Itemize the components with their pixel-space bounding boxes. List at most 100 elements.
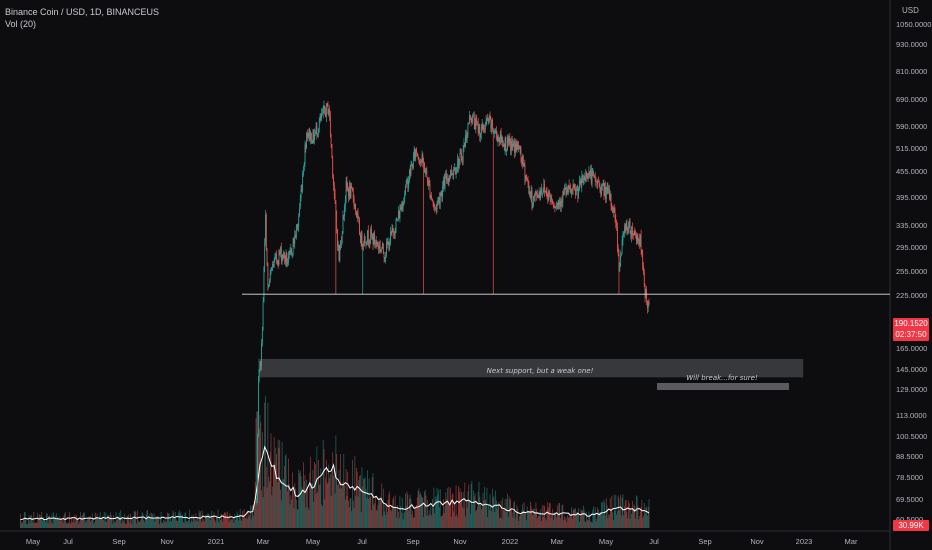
volume-bar — [102, 520, 104, 528]
volume-bar — [628, 500, 629, 528]
volume-bar — [550, 517, 552, 528]
volume-bar — [296, 509, 298, 528]
volume-bar — [61, 519, 63, 528]
time-axis-label: Nov — [453, 537, 467, 546]
volume-bar — [366, 497, 368, 528]
volume-bar — [91, 513, 93, 528]
volume-bar — [415, 508, 417, 528]
candle-body — [525, 175, 527, 180]
volume-bar — [581, 510, 583, 528]
volume-bar — [69, 523, 71, 528]
candle-body — [294, 234, 296, 244]
candle-body — [369, 239, 371, 244]
candle-body — [385, 255, 387, 258]
volume-bar — [499, 517, 501, 528]
candle-body — [381, 248, 383, 250]
volume-bar — [624, 506, 625, 528]
time-axis-label: Sep — [112, 537, 125, 546]
candle-body — [477, 121, 479, 133]
volume-bar — [640, 507, 642, 528]
volume-bar — [60, 520, 62, 528]
volume-bars — [19, 396, 650, 528]
volume-bar — [27, 524, 28, 528]
volume-bar — [269, 481, 270, 528]
candle-body — [306, 132, 308, 138]
volume-bar — [416, 497, 418, 528]
volume-bar — [525, 513, 527, 528]
price-scale-label: 395.0000 — [896, 193, 927, 202]
candle-body — [537, 196, 539, 198]
candle-body — [379, 244, 381, 251]
candle-body — [507, 137, 508, 151]
candle-body — [585, 171, 587, 180]
volume-bar — [248, 516, 250, 528]
candle-body — [560, 200, 562, 207]
volume-bar — [627, 518, 629, 528]
volume-bar — [221, 518, 223, 528]
volume-bar — [446, 488, 448, 528]
time-axis[interactable]: May Jul Sep Nov 2021 Mar May Jul Sep Nov 2022 Mar Ma… — [26, 537, 858, 546]
volume-bar — [140, 520, 141, 528]
volume-bar — [223, 513, 224, 528]
volume-bar — [560, 512, 562, 528]
volume-bar — [167, 512, 168, 528]
volume-bar — [68, 512, 70, 528]
candle-body — [469, 114, 471, 119]
price-scale-label: 810.0000 — [896, 67, 927, 76]
volume-bar — [72, 518, 74, 528]
price-scale[interactable]: 1050.0000 930.0000 810.0000 690.0000 590.000… — [896, 20, 931, 524]
volume-bar — [201, 510, 203, 528]
candle-body — [327, 104, 329, 115]
volume-bar — [552, 519, 554, 528]
volume-bar — [122, 520, 124, 528]
volume-bar — [405, 493, 406, 528]
volume-indicator-label: Vol (20) — [5, 19, 37, 29]
volume-bar — [417, 490, 419, 528]
volume-bar — [355, 495, 357, 528]
candle-body — [613, 208, 614, 213]
volume-bar — [52, 523, 54, 528]
volume-bar — [644, 513, 646, 528]
volume-bar — [253, 516, 255, 528]
volume-bar — [87, 519, 88, 528]
candle-body — [263, 267, 265, 303]
candle-body — [349, 186, 351, 198]
time-axis-label: Nov — [160, 537, 174, 546]
volume-bar — [629, 518, 631, 528]
volume-bar — [153, 513, 155, 528]
candle-body — [338, 244, 340, 261]
candle-body — [360, 234, 362, 243]
candle-body — [351, 186, 353, 188]
volume-bar — [309, 472, 311, 528]
volume-bar — [303, 462, 304, 528]
candle-body — [288, 252, 290, 256]
volume-bar — [486, 487, 488, 528]
volume-bar — [28, 515, 30, 528]
candle-body — [540, 188, 542, 198]
volume-bar — [416, 504, 417, 528]
volume-bar — [105, 512, 107, 528]
volume-bar — [314, 464, 316, 528]
volume-bar — [101, 519, 103, 528]
volume-bar — [142, 513, 144, 528]
candle-body — [612, 206, 614, 213]
candle-body — [394, 232, 396, 235]
volume-bar — [348, 500, 349, 528]
candle-body — [265, 214, 266, 243]
volume-bar — [338, 469, 340, 528]
candle-body — [427, 177, 428, 186]
candle-body — [323, 105, 325, 109]
volume-bar — [463, 508, 465, 528]
candle-body — [320, 116, 322, 118]
volume-bar — [293, 508, 295, 528]
candle-body — [329, 109, 330, 116]
price-scale-label: 60.5000 — [896, 515, 923, 524]
candles[interactable] — [256, 100, 650, 505]
volume-bar — [418, 488, 420, 528]
volume-bar — [343, 454, 345, 528]
candle-body — [344, 206, 345, 216]
volume-bar — [479, 496, 481, 528]
volume-bar — [180, 511, 182, 528]
volume-bar — [609, 514, 610, 528]
